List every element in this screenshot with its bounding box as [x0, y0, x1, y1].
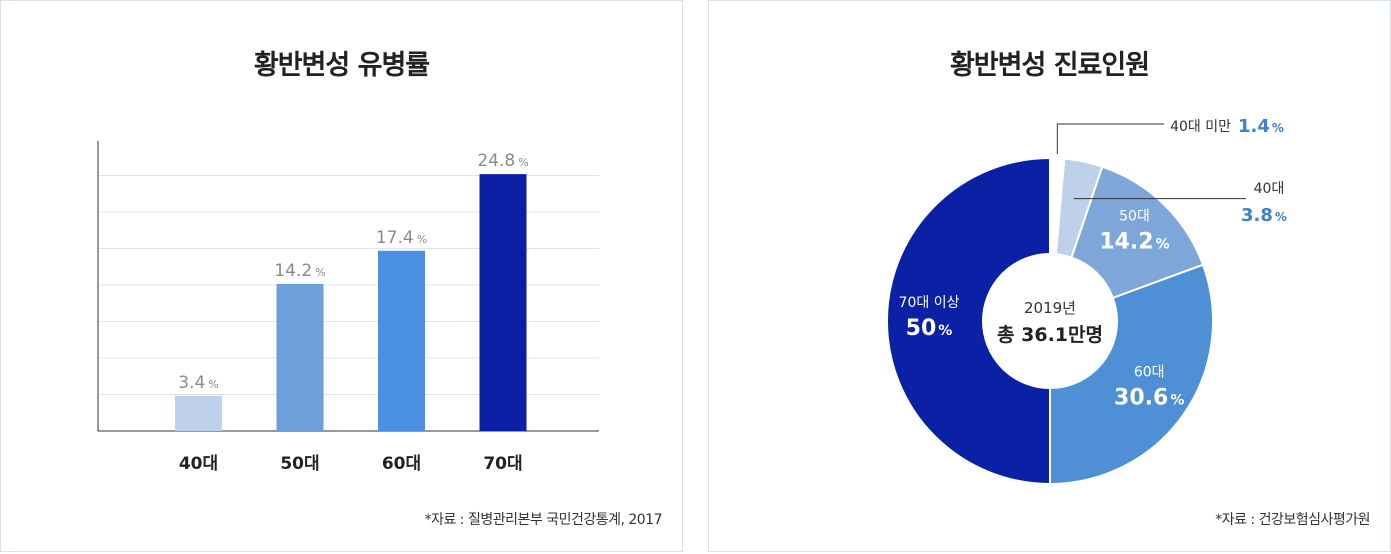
- donut-center-total: 총 36.1만명: [997, 324, 1103, 346]
- donut-slice-label: 40대: [1254, 181, 1285, 197]
- bar-70대: [479, 174, 527, 431]
- donut-chart-title: 황반변성 진료인원: [949, 50, 1150, 81]
- prevalence-panel: 황반변성 유병률 3.4% 40대 14.2% 50대 17.4% 60대 24.8% 70대…: [0, 0, 683, 552]
- bar-value-label: 3.4%: [178, 373, 219, 393]
- donut-slice-value: 1.4%: [1238, 116, 1284, 137]
- donut-slice-value: 14.2%: [1099, 229, 1169, 254]
- bar-60대: [378, 250, 425, 431]
- donut-slice-label: 50대: [1119, 208, 1150, 224]
- donut-slice-label: 40대 미만: [1170, 119, 1231, 135]
- x-tick-label: 40대: [179, 454, 218, 474]
- donut-slice-value: 30.6%: [1114, 385, 1184, 410]
- callout-line-lt40: [1056, 123, 1164, 155]
- bar-40대: [175, 395, 222, 431]
- x-tick-label: 60대: [382, 454, 421, 474]
- bar-chart-source: *자료 : 질병관리본부 국민건강통계, 2017: [424, 512, 663, 528]
- donut-slice-label: 70대 이상: [899, 295, 960, 311]
- bar-value-label: 17.4%: [376, 228, 427, 248]
- bar-value-label: 24.8%: [477, 151, 528, 171]
- x-tick-label: 70대: [483, 454, 522, 474]
- donut-slice-value: 50%: [906, 316, 953, 341]
- donut-center-year: 2019년: [1024, 299, 1076, 317]
- donut-slice-label: 60대: [1134, 364, 1165, 380]
- x-tick-label: 50대: [280, 454, 319, 474]
- donut-chart-source: *자료 : 건강보험심사평가원: [1215, 512, 1370, 528]
- donut-slice-60대: [1049, 263, 1214, 486]
- bar-chart-title: 황반변성 유병률: [253, 50, 430, 81]
- donut-slice-value: 3.8%: [1241, 205, 1287, 226]
- bar-value-label: 14.2%: [274, 261, 325, 281]
- donut-slice-50대: [1070, 165, 1205, 300]
- bar-50대: [276, 283, 324, 431]
- donut-slice-70대 이상: [886, 156, 1051, 486]
- bar-chart: 3.4 % 40대 14.2 % 50대 17.4 % 60대 24.8 % 70대: [97, 141, 599, 474]
